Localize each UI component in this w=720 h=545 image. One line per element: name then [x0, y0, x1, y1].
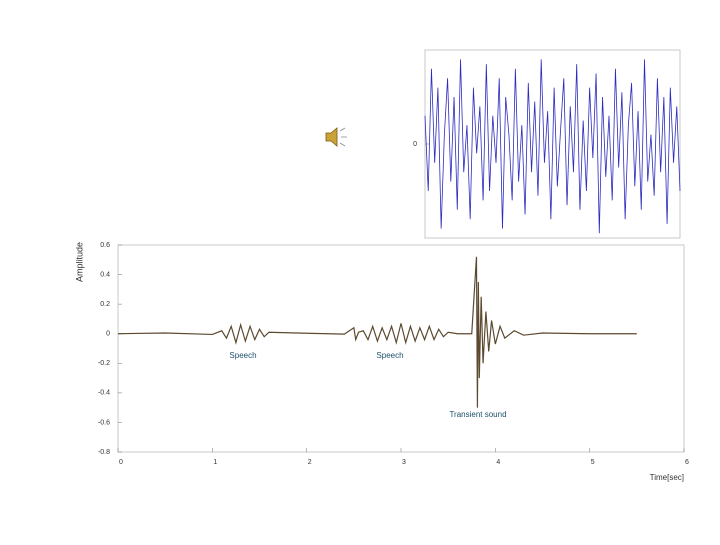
waveform [424, 59, 681, 234]
x-tick-label: 1 [213, 459, 217, 466]
x-tick-label: 4 [496, 459, 500, 466]
annotation: Speech [229, 351, 256, 360]
x-axis-label: Time[sec] [650, 473, 684, 482]
x-tick-label: 3 [402, 459, 406, 466]
speaker-icon[interactable] [325, 127, 347, 147]
y-tick-label: 0.6 [100, 242, 110, 249]
y-tick-label: -0.8 [98, 449, 110, 456]
y-axis-label: Amplitude [74, 242, 84, 282]
waveform [117, 256, 637, 408]
y-tick-label: 0.2 [100, 301, 110, 308]
x-tick-label: 6 [685, 459, 689, 466]
x-tick-label: 5 [591, 459, 595, 466]
annotation: Transient sound [449, 410, 506, 419]
annotation: Speech [376, 351, 403, 360]
y-tick-label: -0.2 [98, 360, 110, 367]
y-tick-label: 0 [106, 331, 110, 338]
y-tick-label: 0 [413, 141, 417, 148]
y-tick-label: -0.4 [98, 390, 110, 397]
y-tick-label: 0.4 [100, 271, 110, 278]
y-tick-label: -0.6 [98, 419, 110, 426]
x-tick-label: 0 [119, 459, 123, 466]
x-tick-label: 2 [308, 459, 312, 466]
plot-frame [117, 244, 685, 453]
